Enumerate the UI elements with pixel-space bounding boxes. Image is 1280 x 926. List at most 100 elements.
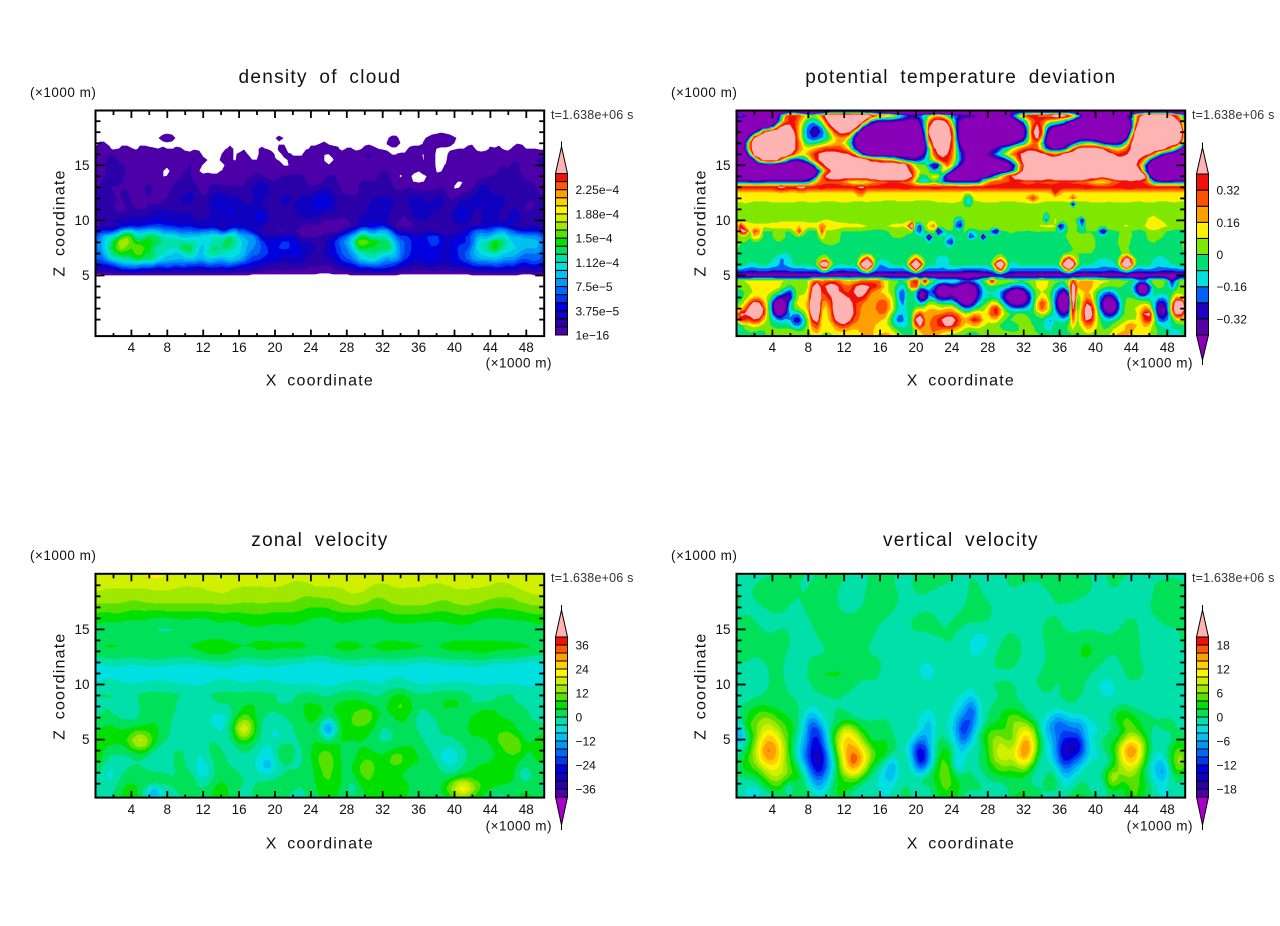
svg-text:12: 12 [196, 340, 211, 355]
svg-text:1.5e−4: 1.5e−4 [576, 232, 613, 246]
svg-text:X coordinate: X coordinate [266, 836, 374, 853]
svg-text:4: 4 [769, 802, 777, 817]
svg-text:(×1000 m): (×1000 m) [671, 548, 737, 563]
svg-text:−12: −12 [1217, 759, 1238, 773]
svg-text:16: 16 [232, 802, 247, 817]
svg-text:0.32: 0.32 [1217, 184, 1241, 198]
svg-text:16: 16 [873, 340, 888, 355]
svg-text:2.25e−4: 2.25e−4 [576, 183, 620, 197]
svg-text:3.75e−5: 3.75e−5 [576, 304, 620, 318]
svg-text:36: 36 [576, 639, 590, 653]
svg-text:(×1000 m): (×1000 m) [486, 819, 552, 834]
svg-text:X coordinate: X coordinate [907, 373, 1015, 390]
svg-text:Z coordinate: Z coordinate [693, 633, 710, 740]
svg-text:15: 15 [74, 622, 89, 637]
svg-text:4: 4 [128, 802, 136, 817]
svg-text:16: 16 [873, 802, 888, 817]
svg-text:8: 8 [164, 802, 172, 817]
svg-text:20: 20 [267, 802, 282, 817]
svg-text:−18: −18 [1217, 783, 1238, 797]
svg-text:5: 5 [82, 732, 90, 747]
svg-text:0.16: 0.16 [1217, 216, 1241, 230]
svg-text:15: 15 [74, 158, 89, 173]
svg-text:44: 44 [483, 802, 499, 817]
svg-text:44: 44 [1124, 802, 1140, 817]
svg-text:12: 12 [1217, 663, 1231, 677]
svg-text:15: 15 [715, 158, 730, 173]
svg-text:10: 10 [74, 677, 89, 692]
svg-text:28: 28 [980, 340, 995, 355]
svg-text:48: 48 [1160, 802, 1175, 817]
svg-text:−0.16: −0.16 [1217, 280, 1248, 294]
svg-text:44: 44 [483, 340, 499, 355]
svg-text:8: 8 [805, 802, 813, 817]
svg-text:18: 18 [1217, 639, 1231, 653]
svg-text:36: 36 [1052, 802, 1067, 817]
svg-text:t=1.638e+06 s: t=1.638e+06 s [1192, 571, 1275, 585]
svg-text:16: 16 [232, 340, 247, 355]
svg-text:zonal velocity: zonal velocity [251, 530, 388, 551]
svg-text:−0.32: −0.32 [1217, 312, 1248, 326]
svg-text:−36: −36 [576, 783, 597, 797]
svg-text:−12: −12 [576, 735, 597, 749]
svg-text:8: 8 [805, 340, 813, 355]
svg-text:24: 24 [303, 802, 319, 817]
svg-text:5: 5 [82, 268, 90, 283]
svg-text:10: 10 [715, 213, 730, 228]
svg-text:(×1000 m): (×1000 m) [1127, 356, 1193, 371]
svg-text:10: 10 [715, 677, 730, 692]
svg-text:(×1000 m): (×1000 m) [486, 356, 552, 371]
svg-text:−6: −6 [1217, 735, 1231, 749]
svg-text:0: 0 [1217, 248, 1224, 262]
svg-text:48: 48 [519, 802, 534, 817]
svg-text:20: 20 [267, 340, 282, 355]
svg-text:28: 28 [980, 802, 995, 817]
svg-text:1.12e−4: 1.12e−4 [576, 256, 620, 270]
svg-text:t=1.638e+06 s: t=1.638e+06 s [551, 571, 634, 585]
svg-text:20: 20 [908, 802, 923, 817]
svg-text:5: 5 [723, 732, 731, 747]
svg-text:32: 32 [1016, 802, 1031, 817]
svg-text:potential temperature deviatio: potential temperature deviation [805, 67, 1116, 88]
svg-text:24: 24 [576, 663, 590, 677]
svg-text:12: 12 [196, 802, 211, 817]
svg-text:40: 40 [1088, 340, 1103, 355]
svg-text:12: 12 [837, 340, 852, 355]
svg-text:10: 10 [74, 213, 89, 228]
svg-text:4: 4 [128, 340, 136, 355]
svg-text:28: 28 [339, 340, 354, 355]
svg-text:−24: −24 [576, 759, 597, 773]
svg-text:(×1000 m): (×1000 m) [30, 85, 96, 100]
svg-text:24: 24 [303, 340, 319, 355]
svg-text:(×1000 m): (×1000 m) [30, 548, 96, 563]
svg-text:24: 24 [944, 802, 960, 817]
svg-text:36: 36 [411, 340, 426, 355]
svg-text:24: 24 [944, 340, 960, 355]
svg-text:1.88e−4: 1.88e−4 [576, 207, 620, 221]
svg-text:44: 44 [1124, 340, 1140, 355]
svg-text:Z coordinate: Z coordinate [52, 169, 69, 276]
svg-text:0: 0 [576, 711, 583, 725]
svg-text:(×1000 m): (×1000 m) [671, 85, 737, 100]
svg-text:density of cloud: density of cloud [238, 67, 401, 88]
svg-text:(×1000 m): (×1000 m) [1127, 819, 1193, 834]
svg-text:vertical velocity: vertical velocity [883, 530, 1039, 551]
svg-text:5: 5 [723, 268, 731, 283]
svg-text:40: 40 [447, 802, 462, 817]
svg-text:36: 36 [411, 802, 426, 817]
svg-text:20: 20 [908, 340, 923, 355]
svg-text:12: 12 [576, 687, 590, 701]
svg-text:Z coordinate: Z coordinate [693, 169, 710, 276]
svg-text:Z coordinate: Z coordinate [52, 633, 69, 740]
svg-text:15: 15 [715, 622, 730, 637]
svg-text:48: 48 [519, 340, 534, 355]
svg-text:40: 40 [1088, 802, 1103, 817]
svg-text:t=1.638e+06 s: t=1.638e+06 s [551, 108, 634, 122]
svg-text:X coordinate: X coordinate [266, 373, 374, 390]
svg-text:32: 32 [1016, 340, 1031, 355]
svg-text:6: 6 [1217, 687, 1224, 701]
svg-text:32: 32 [375, 802, 390, 817]
svg-text:8: 8 [164, 340, 172, 355]
svg-text:t=1.638e+06 s: t=1.638e+06 s [1192, 108, 1275, 122]
svg-text:X coordinate: X coordinate [907, 836, 1015, 853]
